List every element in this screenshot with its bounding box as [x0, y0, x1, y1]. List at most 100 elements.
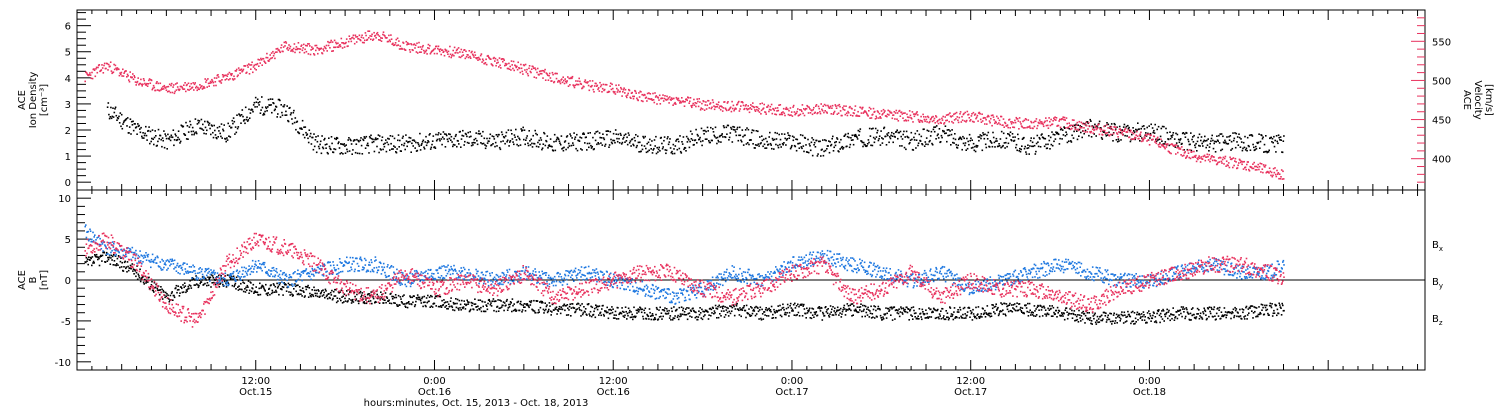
bx-series-point	[643, 309, 645, 312]
velocity-series-point	[499, 64, 501, 67]
bx-series-point	[648, 318, 650, 320]
density-series-point	[334, 148, 337, 151]
density-series-point	[875, 136, 878, 138]
velocity-series-point	[345, 38, 348, 40]
velocity-series-point	[370, 38, 372, 41]
density-series-point	[516, 143, 518, 146]
density-series-point	[474, 137, 477, 140]
density-series-point	[854, 133, 857, 136]
bx-series-point	[88, 256, 90, 258]
velocity-series-point	[680, 101, 682, 104]
bx-series-point	[719, 306, 722, 308]
velocity-series-point	[667, 97, 670, 99]
bx-series-point	[882, 318, 885, 320]
velocity-series-point	[237, 74, 239, 76]
density-series-point	[704, 129, 706, 132]
velocity-series-point	[666, 95, 668, 98]
density-series-point	[330, 148, 332, 151]
velocity-series-point	[473, 51, 476, 54]
density-series-point	[1126, 135, 1128, 137]
bx-series-point	[492, 300, 494, 302]
velocity-series-point	[152, 87, 154, 90]
bx-series-point	[733, 305, 735, 308]
bx-series-point	[178, 295, 181, 297]
density-series-point	[214, 134, 217, 136]
bx-series-point	[333, 295, 336, 297]
velocity-series-point	[1236, 167, 1239, 169]
bx-series-point	[314, 292, 316, 295]
density-series-point	[515, 128, 517, 131]
density-series-point	[333, 148, 335, 150]
velocity-series-point	[1040, 121, 1043, 123]
bx-series-point	[869, 310, 871, 312]
density-series-point	[765, 147, 768, 149]
velocity-series-point	[1079, 125, 1081, 128]
density-series-point	[476, 139, 478, 142]
bx-series-point	[757, 307, 759, 309]
bx-series-point	[446, 301, 449, 303]
velocity-series-point	[704, 104, 707, 106]
velocity-series-point	[609, 82, 612, 85]
velocity-series-point	[926, 121, 928, 123]
density-series-point	[690, 138, 693, 140]
velocity-series-point	[872, 113, 874, 116]
density-series-point	[982, 133, 985, 136]
density-series-point	[834, 141, 836, 144]
density-series-point	[289, 113, 292, 116]
density-series-point	[813, 144, 815, 146]
density-series-point	[1095, 135, 1097, 137]
density-series-point	[1161, 140, 1163, 142]
density-series-point	[414, 147, 416, 149]
density-series-point	[233, 120, 236, 123]
density-series-point	[1122, 126, 1125, 128]
velocity-series-point	[733, 109, 735, 112]
velocity-series-point	[673, 97, 675, 100]
velocity-series-point	[398, 40, 400, 42]
velocity-series-point	[314, 44, 316, 47]
density-series-point	[396, 148, 398, 150]
bx-series-point	[482, 305, 484, 308]
density-series-point	[227, 122, 229, 125]
density-series-point	[954, 138, 957, 141]
velocity-series-point	[142, 83, 144, 85]
density-series-point	[575, 147, 577, 150]
velocity-series-point	[421, 46, 424, 48]
bx-series-point	[191, 279, 193, 281]
density-series-point	[216, 126, 219, 129]
bx-series-point	[466, 299, 468, 302]
velocity-series-point	[701, 108, 704, 110]
bx-series-point	[99, 256, 101, 258]
density-series-point	[296, 120, 299, 123]
density-series-point	[939, 141, 942, 143]
bx-series-point	[747, 312, 750, 315]
bx-series-point	[526, 303, 529, 305]
density-series-point	[1033, 137, 1035, 140]
velocity-series-point	[832, 113, 835, 115]
density-series-point	[340, 152, 343, 154]
density-series-point	[118, 122, 121, 124]
velocity-series-point	[853, 112, 855, 115]
velocity-series-point	[1047, 127, 1050, 129]
velocity-series-point	[744, 107, 746, 110]
bx-series-point	[357, 300, 359, 302]
velocity-series-point	[1168, 151, 1170, 153]
bx-series-point	[587, 303, 590, 305]
velocity-series-point	[776, 110, 778, 112]
velocity-series-point	[110, 70, 113, 72]
velocity-series-point	[807, 105, 809, 108]
density-series-point	[673, 148, 675, 150]
bx-series-point	[503, 309, 505, 312]
velocity-series-point	[1068, 122, 1070, 124]
velocity-series-point	[1163, 146, 1166, 149]
density-series-point	[1078, 128, 1081, 131]
velocity-series-point	[93, 68, 95, 70]
density-series-point	[1039, 146, 1042, 148]
velocity-series-point	[1062, 116, 1064, 118]
density-series-point	[1149, 132, 1152, 135]
velocity-series-point	[447, 50, 450, 53]
bx-series-point	[451, 306, 454, 309]
density-series-point	[246, 116, 248, 119]
density-series-point	[789, 135, 791, 137]
velocity-series-point	[1179, 148, 1182, 150]
bx-series-point	[340, 289, 343, 291]
